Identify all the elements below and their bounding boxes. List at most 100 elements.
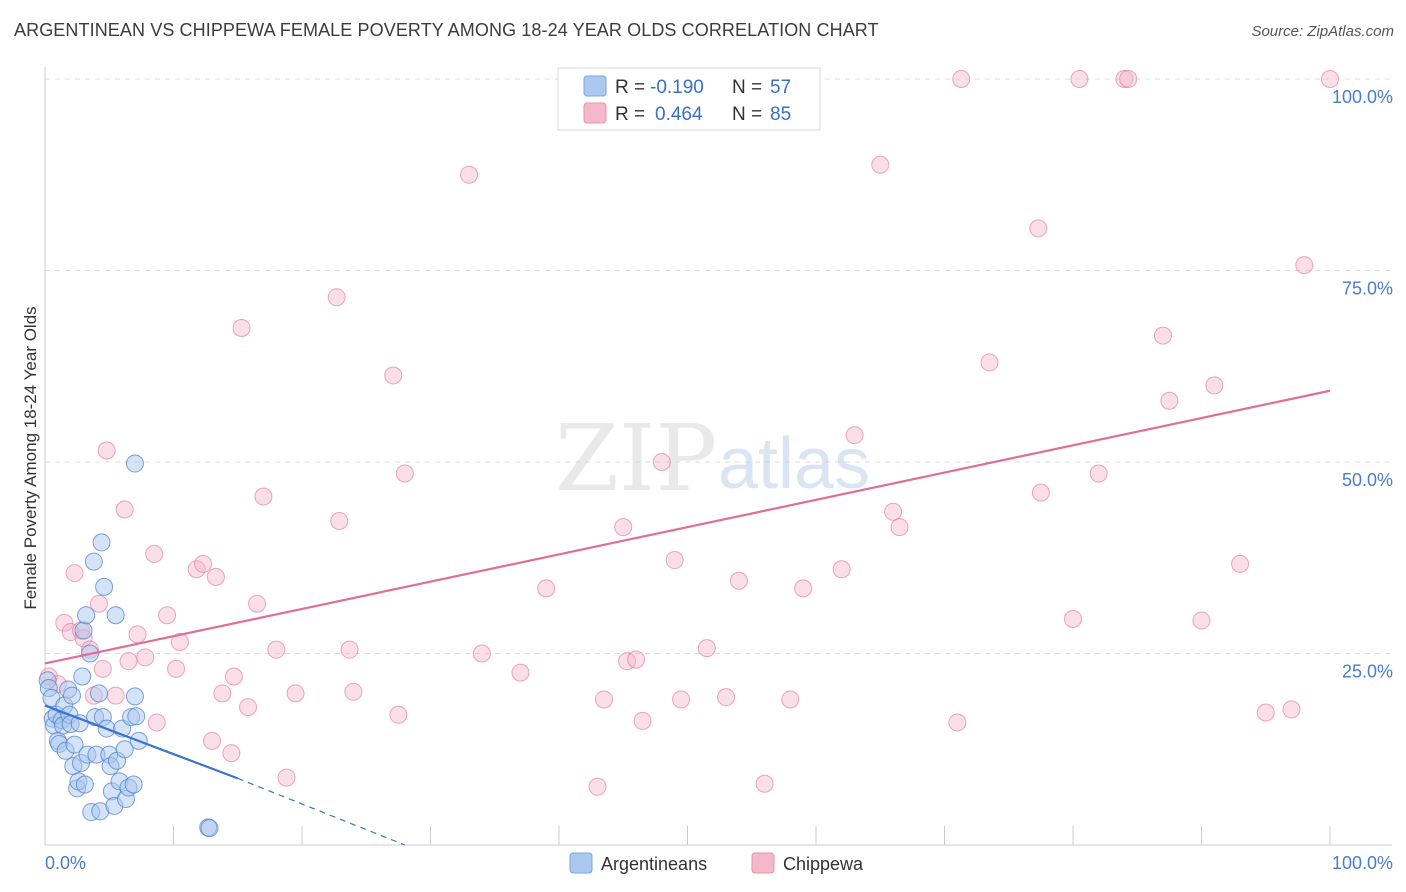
- legend-n-value-2: 85: [770, 104, 791, 125]
- chippewa-point: [472, 644, 491, 663]
- chippewa-point: [1192, 611, 1211, 630]
- chippewa-point: [672, 690, 691, 709]
- chippewa-point: [340, 640, 359, 659]
- chippewa-point: [145, 544, 164, 563]
- chippewa-point: [511, 663, 530, 682]
- chippewa-point: [206, 567, 225, 586]
- chippewa-point: [1160, 391, 1179, 410]
- chippewa-point: [384, 366, 403, 385]
- argentineans-point: [127, 707, 146, 726]
- argentineans-point: [200, 819, 219, 838]
- argentineans-point: [70, 714, 89, 733]
- chippewa-point: [1153, 326, 1172, 345]
- chippewa-point: [1295, 256, 1314, 275]
- legend-n-label-2: N =: [732, 104, 762, 125]
- correlation-legend: R = -0.190 N = 57 R = 0.464 N = 85: [557, 67, 821, 131]
- chippewa-point: [119, 652, 138, 671]
- bottom-legend-label-chippewa: Chippewa: [783, 854, 864, 874]
- argentineans-point: [65, 735, 84, 754]
- chippewa-point: [194, 554, 213, 573]
- legend-swatch-blue: [583, 75, 607, 97]
- chippewa-point: [1256, 703, 1275, 722]
- chippewa-points: [39, 70, 1339, 796]
- chippewa-point: [697, 639, 716, 658]
- argentineans-point: [84, 552, 103, 571]
- legend-r-value-1: -0.190: [650, 77, 704, 98]
- y-tick-label: 50.0%: [1342, 470, 1393, 490]
- argentineans-point: [124, 775, 143, 794]
- chippewa-point: [633, 711, 652, 730]
- chippewa-point: [652, 453, 671, 471]
- series-legend: Argentineans Chippewa: [569, 852, 864, 874]
- argentineans-point: [77, 606, 96, 625]
- chippewa-point: [239, 698, 258, 717]
- argentineans-point: [92, 533, 111, 552]
- trend-lines: [44, 389, 1331, 846]
- chippewa-point: [665, 551, 684, 570]
- argentineans-point: [89, 684, 108, 703]
- chippewa-point: [794, 579, 813, 598]
- chippewa-point: [55, 613, 74, 632]
- argentineans-point: [62, 686, 81, 705]
- argentineans-point: [95, 577, 114, 596]
- bottom-legend-label-argentineans: Argentineans: [601, 854, 707, 874]
- chippewa-point: [884, 502, 903, 521]
- chippewa-point: [1070, 70, 1089, 88]
- chippewa-point: [1089, 464, 1108, 483]
- y-tick-label: 25.0%: [1342, 662, 1393, 682]
- argentineans-point: [75, 775, 94, 794]
- chippewa-point: [832, 560, 851, 579]
- legend-r-label-2: R =: [615, 104, 645, 125]
- bottom-legend-swatch-pink: [751, 852, 775, 874]
- chippewa-point: [97, 441, 116, 460]
- argentineans-point: [125, 687, 144, 706]
- legend-n-label-1: N =: [732, 77, 762, 98]
- chippewa-point: [277, 768, 296, 787]
- chippewa-point: [254, 487, 273, 506]
- chippewa-point: [871, 155, 890, 174]
- source-label: Source: ZipAtlas.com: [1251, 23, 1394, 40]
- chippewa-point: [1115, 70, 1134, 88]
- chippewa-point: [248, 594, 267, 613]
- chippewa-point: [1321, 70, 1339, 88]
- chippewa-point: [170, 633, 189, 652]
- chippewa-trend-line: [44, 389, 1331, 665]
- chippewa-point: [128, 625, 147, 644]
- chippewa-point: [627, 650, 646, 669]
- chippewa-point: [267, 640, 286, 659]
- chippewa-point: [389, 705, 408, 724]
- chippewa-point: [614, 518, 633, 537]
- chippewa-point: [395, 464, 414, 483]
- chippewa-point: [980, 353, 999, 372]
- chippewa-point: [1031, 483, 1050, 502]
- chippewa-point: [1064, 610, 1082, 629]
- chippewa-point: [344, 682, 363, 701]
- argentineans-point: [106, 606, 125, 625]
- chippewa-point: [147, 713, 166, 732]
- watermark-zip: ZIP: [555, 405, 717, 512]
- chippewa-point: [222, 744, 241, 763]
- chippewa-point: [781, 690, 800, 709]
- legend-n-value-1: 57: [770, 77, 791, 98]
- chippewa-point: [167, 659, 186, 678]
- chippewa-point: [136, 648, 155, 667]
- chippewa-point: [158, 606, 177, 625]
- chippewa-point: [729, 571, 748, 590]
- argentineans-point: [73, 667, 92, 686]
- chippewa-point: [224, 667, 243, 686]
- chippewa-point: [213, 684, 232, 703]
- y-tick-label: 100.0%: [1332, 87, 1393, 107]
- bottom-legend-swatch-blue: [569, 852, 593, 874]
- tick-labels: 25.0% 50.0% 75.0% 100.0% 0.0% 100.0%: [45, 87, 1393, 873]
- legend-r-value-2: 0.464: [655, 104, 703, 125]
- chippewa-point: [1231, 554, 1250, 573]
- chippewa-point: [93, 659, 112, 678]
- chippewa-point: [327, 288, 346, 307]
- chippewa-point: [460, 165, 479, 184]
- chippewa-point: [106, 686, 125, 705]
- chippewa-point: [594, 690, 613, 709]
- chippewa-point: [330, 511, 349, 530]
- argentineans-points: [38, 454, 219, 838]
- grid-lines: [45, 78, 1392, 654]
